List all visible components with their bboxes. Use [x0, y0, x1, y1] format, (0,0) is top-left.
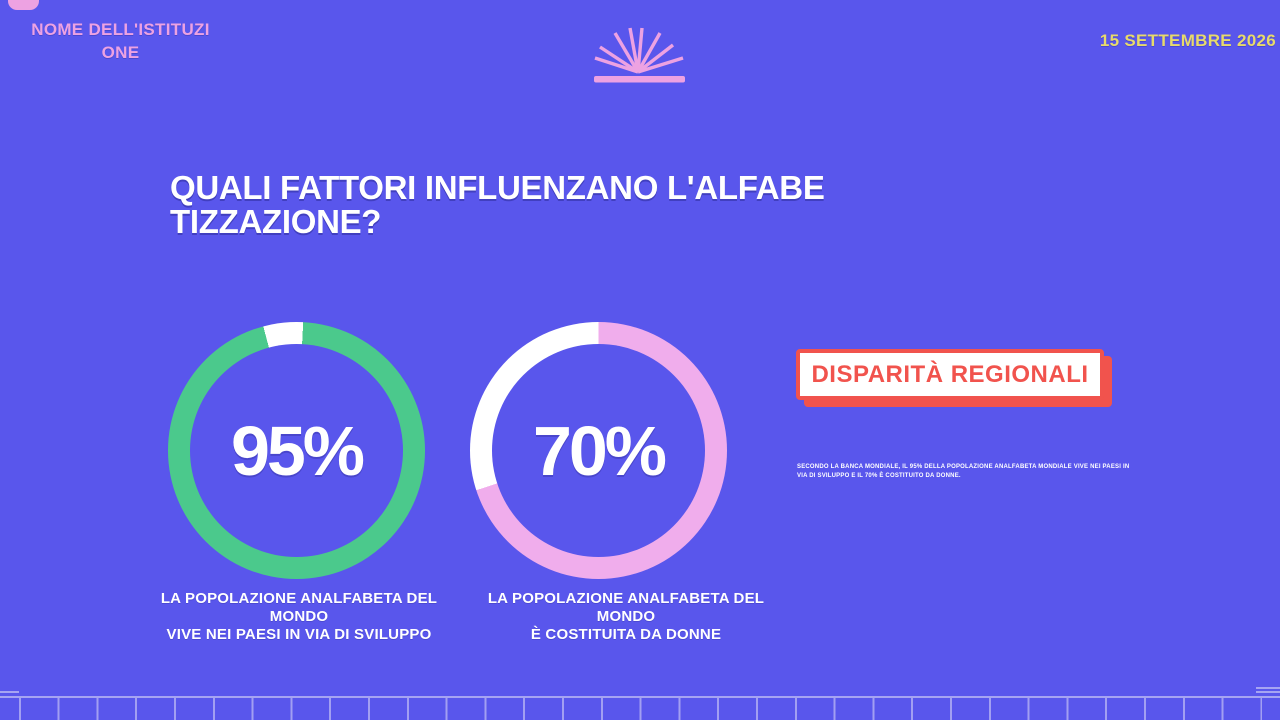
date-label: 15 SETTEMBRE 2026 [1099, 31, 1276, 50]
callout-title-box: DISPARITÀ REGIONALI [796, 349, 1104, 400]
institution-name-line1: NOME DELL'ISTITUZI [31, 20, 210, 39]
bottom-ruler-strip [0, 696, 1280, 720]
institution-name: NOME DELL'ISTITUZI ONE [28, 18, 213, 64]
caption-line: VIVE NEI PAESI IN VIA DI SVILUPPO [166, 626, 432, 643]
donut-hole: 95% [190, 344, 403, 557]
callout-body-text: SECONDO LA BANCA MONDIALE, IL 95% DELLA … [797, 464, 1130, 479]
donut-caption-developing-countries: LA POPOLAZIONE ANALFABETA DEL MONDO VIVE… [138, 590, 460, 644]
donut-caption-women: LA POPOLAZIONE ANALFABETA DEL MONDO È CO… [463, 590, 789, 644]
ruler-end-cap-left [0, 691, 19, 693]
donut-percentage-label: 95% [230, 411, 365, 490]
ruler-end-cap-right [1256, 691, 1280, 693]
ruler-end-cap-right-upper [1256, 687, 1280, 689]
institution-name-line2: ONE [101, 43, 140, 62]
caption-line: È COSTITUITA DA DONNE [530, 626, 722, 643]
caption-line: LA POPOLAZIONE ANALFABETA DEL MONDO [160, 590, 438, 625]
sunburst-book-icon [594, 27, 685, 83]
page-title-line1: QUALI FATTORI INFLUENZANO L'ALFABE [170, 169, 825, 206]
page-title-line2: TIZZAZIONE? [170, 203, 382, 240]
page-title: QUALI FATTORI INFLUENZANO L'ALFABE TIZZA… [170, 171, 870, 239]
callout-title: DISPARITÀ REGIONALI [811, 360, 1089, 388]
donut-chart-developing-countries: 95% [168, 322, 425, 579]
corner-accent-shape [8, 0, 39, 10]
donut-percentage-label: 70% [532, 411, 667, 490]
donut-hole: 70% [492, 344, 705, 557]
caption-line: LA POPOLAZIONE ANALFABETA DEL MONDO [487, 590, 765, 625]
donut-chart-women: 70% [470, 322, 727, 579]
